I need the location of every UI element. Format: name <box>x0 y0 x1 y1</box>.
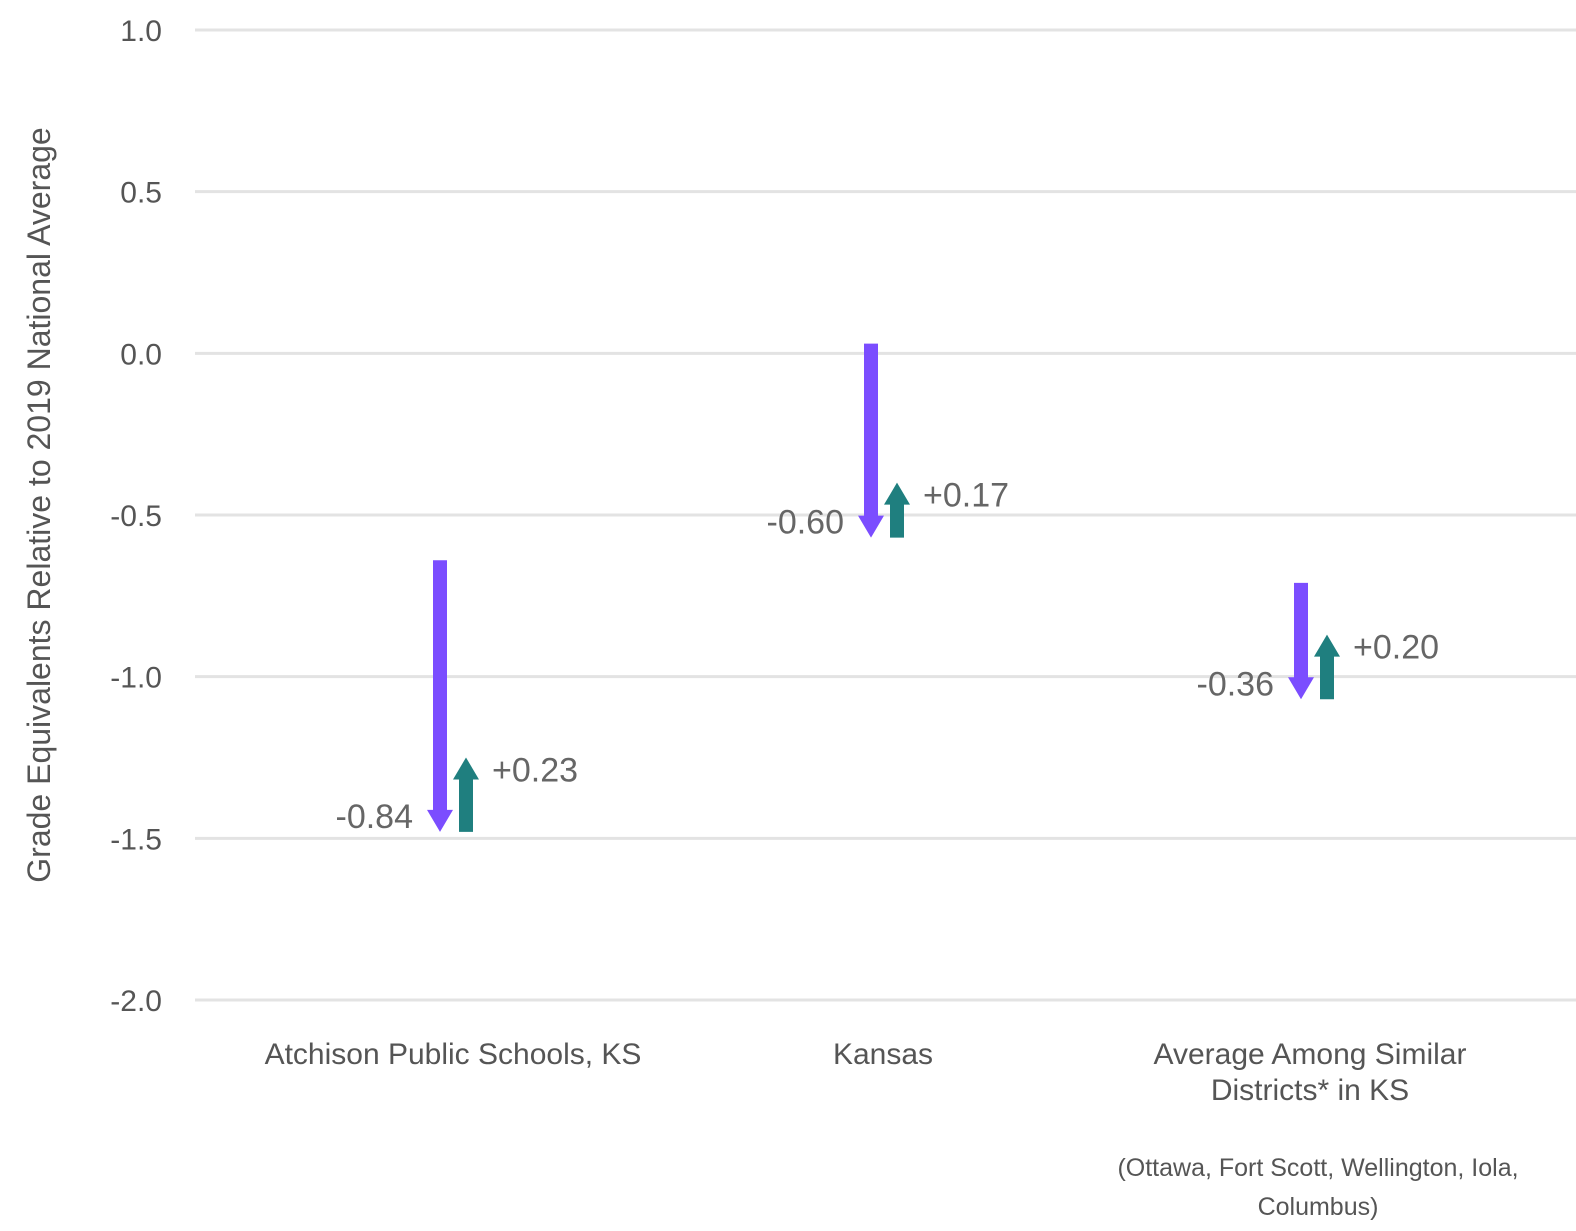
y-tick-label: -1.5 <box>110 823 162 856</box>
footnote: (Ottawa, Fort Scott, Wellington, Iola, Co… <box>1117 1154 1518 1221</box>
y-axis-label: Grade Equivalents Relative to 2019 Natio… <box>21 127 57 882</box>
footnote-line: Columbus) <box>1258 1193 1379 1221</box>
decline-arrow <box>427 560 453 832</box>
category-label: Districts* in KS <box>1211 1074 1409 1107</box>
data-label: -0.84 <box>336 798 414 836</box>
data-label: +0.17 <box>923 477 1009 515</box>
data-label: +0.23 <box>492 752 578 790</box>
recovery-arrow <box>453 757 479 832</box>
arrows: -0.84 -0.60 -0.36 +0.23 +0.17 +0.20 <box>336 343 1439 836</box>
data-label: -0.36 <box>1197 665 1275 703</box>
decline-arrow <box>858 343 884 538</box>
category-labels: Atchison Public Schools, KS Kansas Average… <box>265 1038 1467 1107</box>
y-tick-label: 0.0 <box>120 338 162 371</box>
y-tick-label: -1.0 <box>110 662 162 695</box>
recovery-arrow <box>884 482 910 538</box>
data-label: -0.60 <box>767 504 845 542</box>
category-label: Kansas <box>833 1038 933 1071</box>
y-tick-label: -0.5 <box>110 500 162 533</box>
category-label: Atchison Public Schools, KS <box>265 1038 642 1071</box>
decline-arrow <box>1288 582 1314 700</box>
footnote-line: (Ottawa, Fort Scott, Wellington, Iola, <box>1117 1154 1518 1182</box>
y-tick-label: 0.5 <box>120 177 162 210</box>
data-label: +0.20 <box>1353 629 1439 667</box>
y-tick-label: 1.0 <box>120 15 162 48</box>
y-axis-ticks: 1.0 0.5 0.0 -0.5 -1.0 -1.5 -2.0 <box>110 15 162 1018</box>
y-tick-label: -2.0 <box>110 985 162 1018</box>
category-label: Average Among Similar <box>1154 1038 1467 1071</box>
gridlines <box>195 28 1576 1002</box>
recovery-arrow <box>1314 634 1340 700</box>
